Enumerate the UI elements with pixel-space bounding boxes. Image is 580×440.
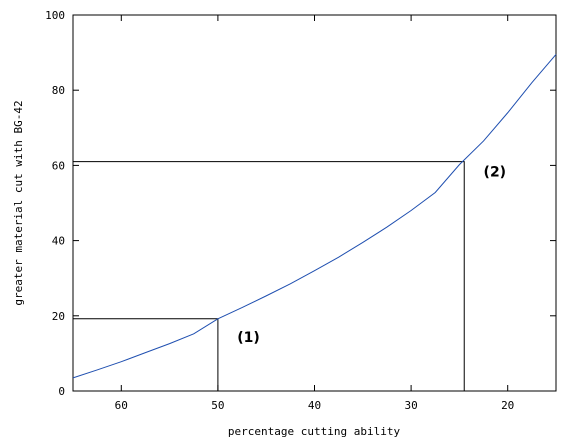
guide-line (73, 161, 465, 391)
annotation-label: (2) (484, 165, 507, 181)
y-axis-label: greater material cut with BG-42 (12, 100, 25, 305)
annotation-label: (1) (237, 330, 260, 346)
x-tick-label: 30 (404, 399, 417, 412)
guide-line (73, 318, 219, 391)
tick-marks (73, 14, 556, 392)
y-tick-label: 60 (52, 159, 65, 172)
y-tick-label: 0 (58, 385, 65, 398)
annotations: (1) (2) (237, 165, 506, 346)
y-tick-label: 40 (52, 235, 65, 248)
x-tick-label: 40 (308, 399, 321, 412)
guide-lines (73, 161, 465, 391)
series-line (72, 54, 557, 379)
x-axis-label: percentage cutting ability (228, 425, 401, 438)
y-tick-label: 80 (52, 84, 65, 97)
plot-frame (72, 14, 557, 392)
y-tick-label: 100 (45, 9, 65, 22)
y-tick-label: 20 (52, 310, 65, 323)
x-tick-label: 60 (115, 399, 128, 412)
x-tick-label: 50 (211, 399, 224, 412)
x-tick-label: 20 (501, 399, 514, 412)
